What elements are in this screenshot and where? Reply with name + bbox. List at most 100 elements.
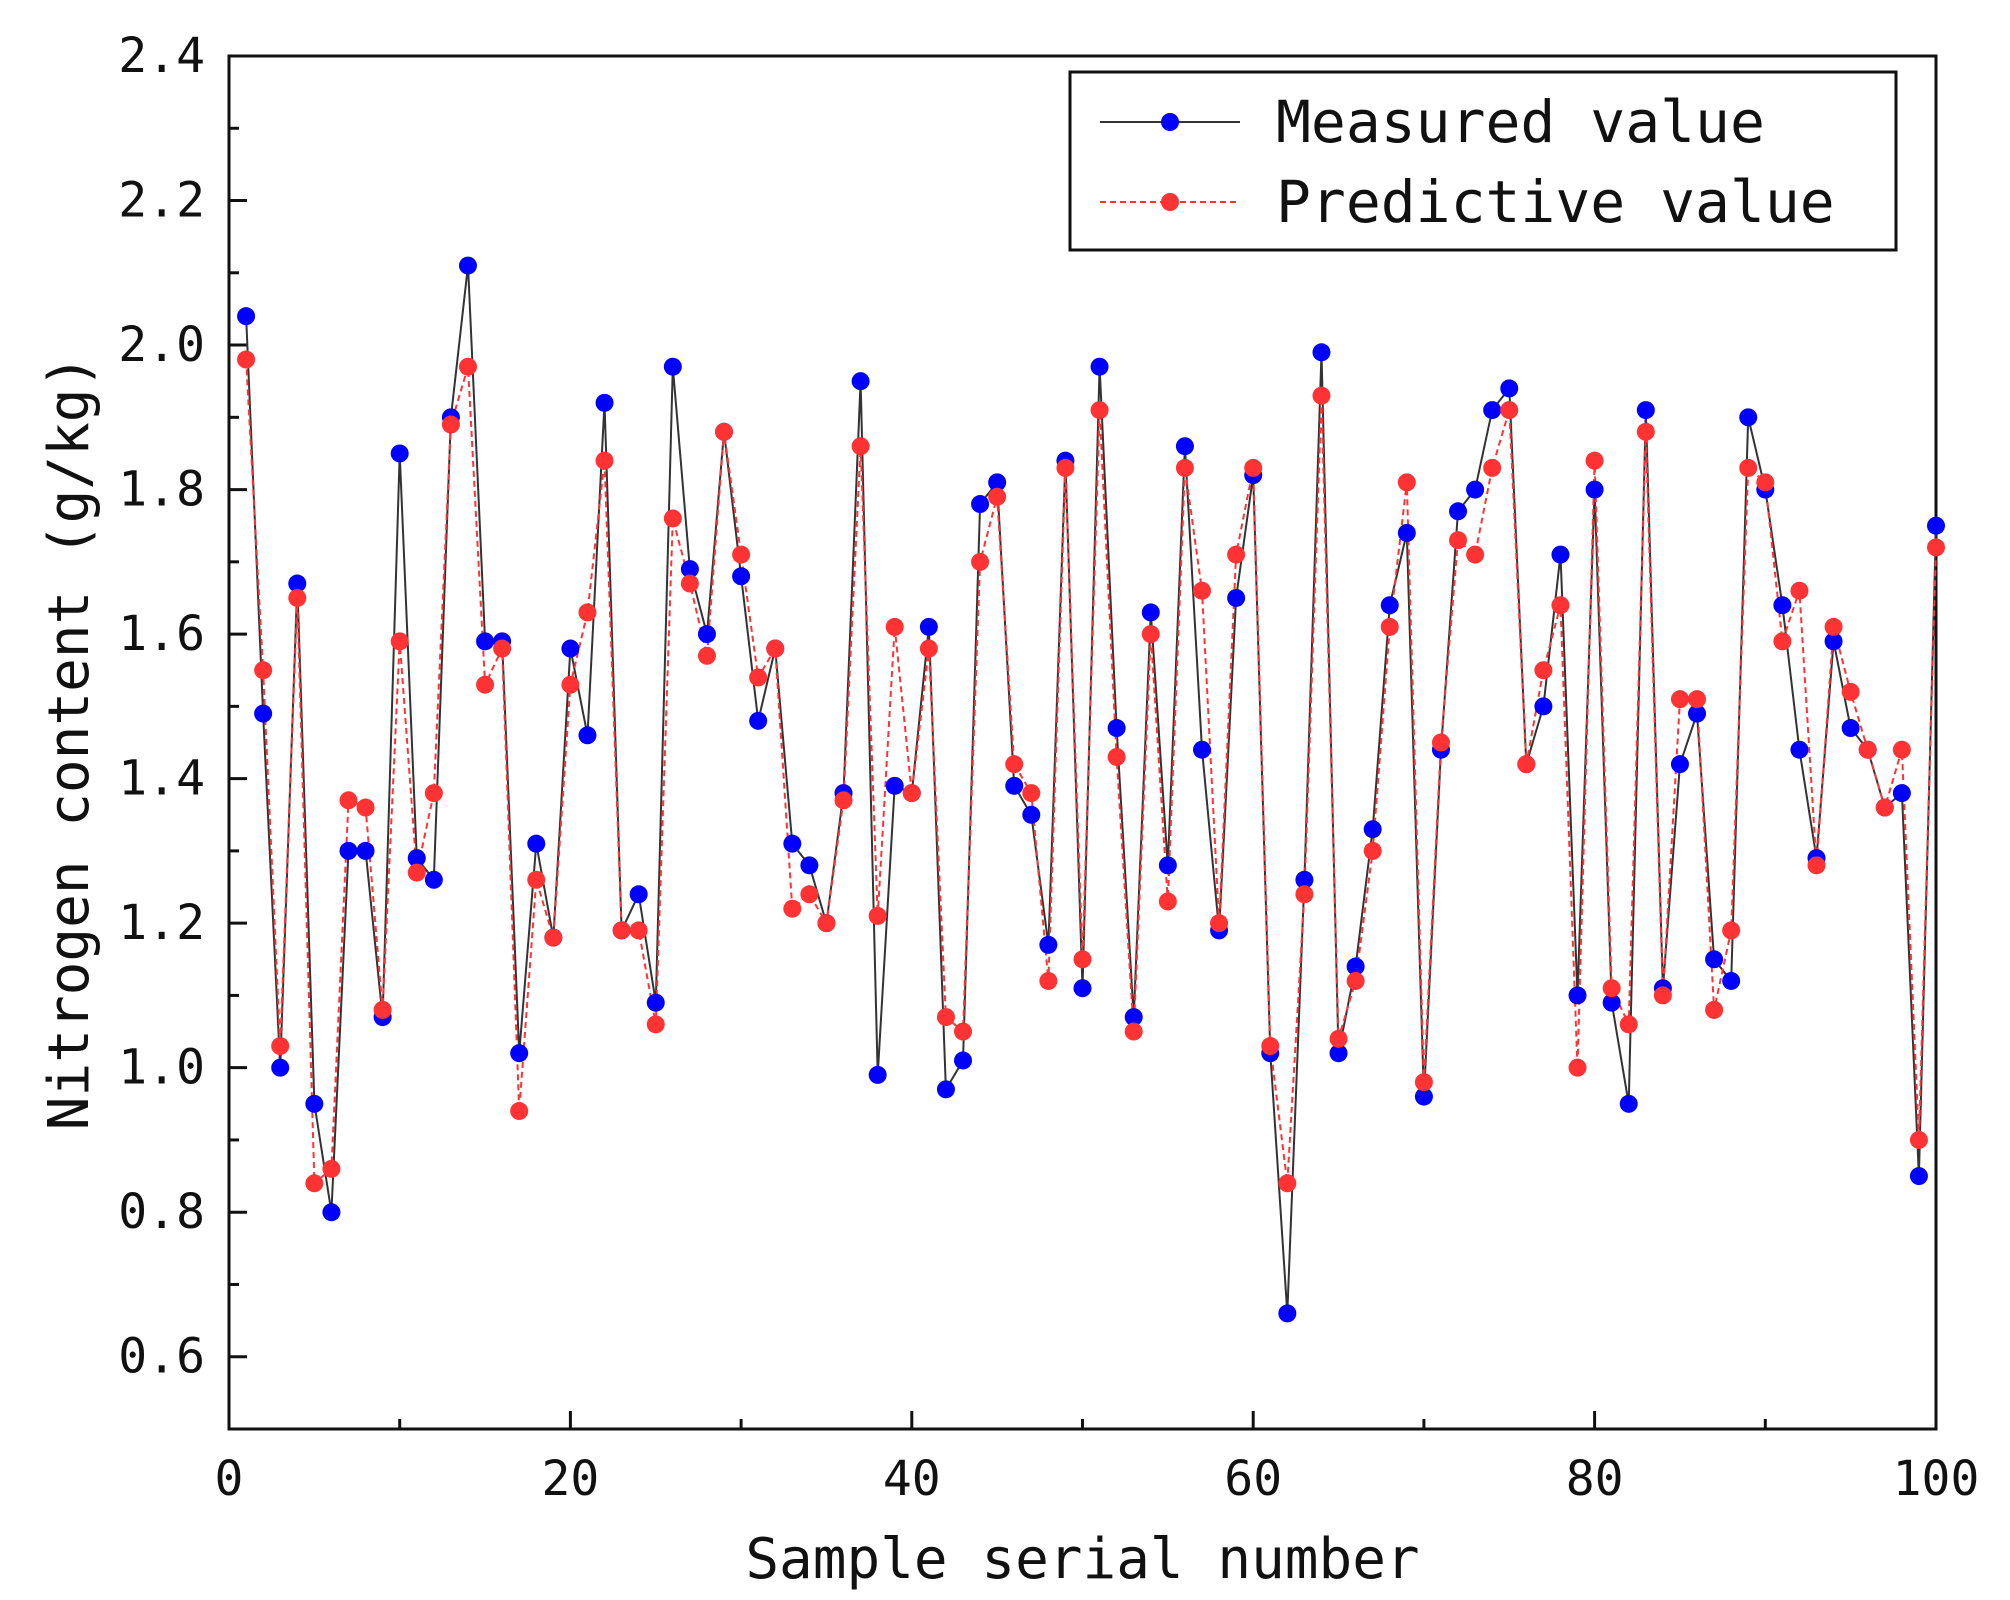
measured-point <box>697 625 716 644</box>
predictive-point <box>1346 971 1365 990</box>
measured-point <box>458 256 477 275</box>
predictive-point <box>1807 856 1826 875</box>
predictive-point <box>732 545 751 564</box>
measured-point <box>1739 408 1758 427</box>
measured-point <box>1500 379 1519 398</box>
predictive-point <box>766 639 785 658</box>
measured-point <box>1824 632 1843 651</box>
measured-point <box>732 567 751 586</box>
legend-label-measured: Measured value <box>1276 88 1765 156</box>
x-axis: 0 20 40 60 80 100 <box>215 1411 1980 1507</box>
measured-point <box>1585 480 1604 499</box>
predictive-point <box>1414 1073 1433 1092</box>
measured-point <box>1534 697 1553 716</box>
predictive-point <box>322 1159 341 1178</box>
predictive-point <box>1329 1029 1348 1048</box>
predictive-point <box>476 675 495 694</box>
measured-point <box>561 639 580 658</box>
predictive-point <box>390 632 409 651</box>
measured-point <box>1722 971 1741 990</box>
predictive-point <box>1175 458 1194 477</box>
predictive-point <box>510 1102 529 1121</box>
predictive-point <box>1363 841 1382 860</box>
predictive-point <box>1909 1130 1928 1149</box>
predictive-point <box>458 357 477 376</box>
predictive-point <box>1124 1022 1143 1041</box>
predictive-point <box>1227 545 1246 564</box>
plot-frame <box>227 54 1938 1431</box>
predictive-point <box>1500 401 1519 420</box>
measured-point <box>1790 740 1809 759</box>
measured-point <box>1909 1167 1928 1186</box>
predictive-point <box>1449 531 1468 550</box>
predictive-point <box>646 1015 665 1034</box>
measured-point <box>595 393 614 412</box>
predictive-point <box>1380 617 1399 636</box>
x-tick-label: 80 <box>1566 1451 1624 1507</box>
measured-point <box>1124 1008 1143 1027</box>
measured-point <box>1192 740 1211 759</box>
predictive-point <box>288 588 307 607</box>
predictive-point <box>629 921 648 940</box>
measured-point <box>646 993 665 1012</box>
y-tick-label: 1.8 <box>118 462 205 518</box>
predictive-point <box>1705 1000 1724 1019</box>
series-points-predictive <box>237 350 1945 1193</box>
predictive-point <box>1312 386 1331 405</box>
measured-point <box>680 560 699 579</box>
predictive-point <box>237 350 256 369</box>
measured-point <box>1705 950 1724 969</box>
y-tick-label: 1.4 <box>118 751 205 807</box>
predictive-point <box>254 661 273 680</box>
measured-point <box>629 885 648 904</box>
measured-point <box>476 632 495 651</box>
x-tick-label: 0 <box>215 1451 244 1507</box>
measured-point <box>1449 502 1468 521</box>
predictive-point <box>1653 986 1672 1005</box>
predictive-point <box>851 437 870 456</box>
measured-point <box>1158 856 1177 875</box>
measured-point <box>1312 343 1331 362</box>
measured-point <box>971 495 990 514</box>
predictive-point <box>1158 892 1177 911</box>
predictive-point <box>305 1174 324 1193</box>
measured-point <box>1619 1094 1638 1113</box>
y-tick-label: 0.6 <box>118 1329 205 1385</box>
measured-point <box>356 841 375 860</box>
predictive-point <box>527 870 546 889</box>
predictive-point <box>663 509 682 528</box>
predictive-point <box>902 784 921 803</box>
measured-point <box>1380 596 1399 615</box>
predictive-point <box>1551 596 1570 615</box>
x-axis-title: Sample serial number <box>745 1527 1419 1592</box>
measured-point <box>1295 870 1314 889</box>
predictive-point <box>339 791 358 810</box>
y-tick-label: 2.0 <box>118 317 205 373</box>
predictive-point <box>971 552 990 571</box>
measured-point <box>1466 480 1485 499</box>
predictive-point <box>1483 458 1502 477</box>
predictive-point <box>1039 971 1058 990</box>
measured-point <box>390 444 409 463</box>
legend-marker-measured <box>1161 113 1179 131</box>
legend-marker-predictive <box>1161 193 1179 211</box>
measured-point <box>339 841 358 860</box>
predictive-point <box>1295 885 1314 904</box>
x-tick-label: 100 <box>1893 1451 1980 1507</box>
predictive-point <box>1278 1174 1297 1193</box>
predictive-point <box>1210 914 1229 933</box>
measured-point <box>1602 993 1621 1012</box>
predictive-point <box>595 451 614 470</box>
measured-point <box>254 704 273 723</box>
measured-point <box>1346 957 1365 976</box>
predictive-point <box>715 422 734 441</box>
measured-point <box>1005 776 1024 795</box>
predictive-point <box>1892 740 1911 759</box>
plot-border <box>227 54 1938 1431</box>
predictive-point <box>1431 733 1450 752</box>
measured-point <box>919 617 938 636</box>
measured-point <box>1073 979 1092 998</box>
measured-point <box>1397 523 1416 542</box>
predictive-point <box>1005 755 1024 774</box>
